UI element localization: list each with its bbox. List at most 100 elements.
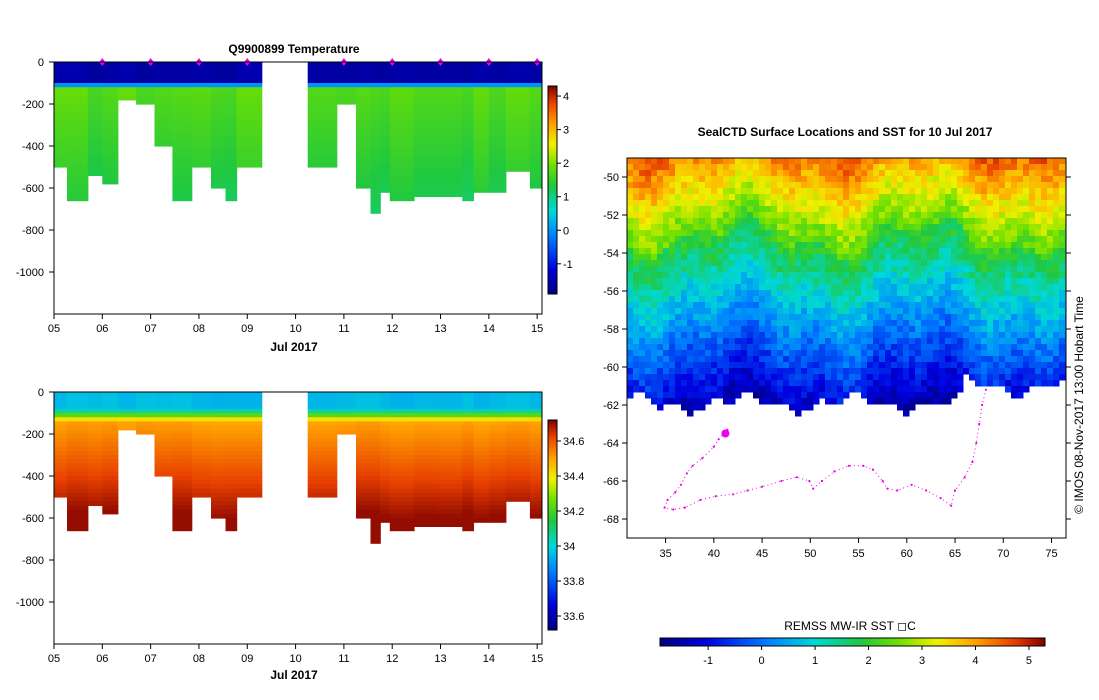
section-cell	[438, 522, 463, 527]
section-cell	[438, 421, 463, 427]
section-cell	[211, 400, 227, 406]
section-cell	[102, 446, 119, 452]
section-cell	[414, 179, 439, 185]
section-cell	[154, 438, 173, 443]
section-cell	[356, 83, 372, 88]
section-cell	[529, 509, 542, 515]
section-cell	[67, 413, 89, 418]
section-cell	[473, 112, 490, 118]
section-cell	[462, 116, 474, 122]
section-cell	[488, 421, 507, 427]
section-cell	[529, 480, 542, 485]
section-cell	[225, 74, 238, 80]
section-cell	[370, 87, 381, 92]
section-cell	[172, 434, 193, 439]
section-cell	[473, 459, 490, 464]
section-cell	[102, 104, 119, 109]
section-cell	[172, 87, 193, 92]
section-cell	[462, 188, 474, 193]
section-cell	[225, 162, 238, 168]
section-cell	[211, 450, 227, 456]
section-cell	[473, 442, 490, 448]
section-cell	[87, 116, 103, 122]
section-cell	[67, 175, 89, 181]
salinity-sections	[54, 392, 542, 544]
section-cell	[380, 129, 391, 134]
section-cell	[172, 446, 193, 452]
section-cell	[172, 167, 193, 172]
section-cell	[356, 116, 372, 122]
section-cell	[54, 74, 68, 80]
section-cell	[529, 133, 542, 139]
section-cell	[370, 392, 381, 397]
section-cell	[236, 463, 263, 469]
section-cell	[67, 488, 89, 494]
section-cell	[356, 120, 372, 126]
section-cell	[236, 442, 263, 448]
section-cell	[414, 501, 439, 506]
section-cell	[154, 66, 173, 71]
section-cell	[389, 133, 415, 139]
section-cell	[211, 66, 227, 71]
section-cell	[414, 467, 439, 473]
section-cell	[154, 104, 173, 109]
section-cell	[505, 125, 531, 130]
section-cell	[211, 476, 227, 481]
section-cell	[54, 425, 68, 431]
section-cell	[236, 74, 263, 80]
track-point	[780, 479, 783, 483]
section-cell	[211, 417, 227, 422]
section-cell	[414, 162, 439, 168]
section-cell	[67, 421, 89, 427]
section-cell	[414, 463, 439, 469]
section-cell	[529, 442, 542, 448]
section-cell	[505, 438, 531, 443]
section-cell	[414, 413, 439, 418]
section-cell	[389, 167, 415, 172]
track-point	[674, 491, 677, 494]
section-cell	[389, 125, 415, 130]
section-cell	[102, 162, 119, 168]
section-cell	[414, 87, 439, 92]
section-cell	[389, 421, 415, 427]
section-cell	[54, 480, 68, 485]
section-cell	[336, 421, 357, 427]
section-cell	[191, 463, 212, 469]
section-cell	[154, 404, 173, 410]
section-cell	[380, 476, 391, 481]
section-cell	[389, 137, 415, 143]
section-cell	[136, 408, 156, 414]
section-cell	[462, 497, 474, 502]
section-cell	[356, 87, 372, 92]
section-cell	[54, 471, 68, 477]
section-cell	[488, 137, 507, 143]
section-cell	[191, 162, 212, 168]
section-cell	[473, 497, 490, 502]
section-cell	[356, 133, 372, 139]
section-cell	[307, 66, 338, 71]
section-cell	[370, 396, 381, 401]
section-cell	[154, 450, 173, 456]
section-cell	[380, 446, 391, 452]
section-cell	[505, 141, 531, 147]
section-cell	[67, 522, 89, 527]
section-cell	[225, 467, 238, 473]
section-cell	[336, 87, 357, 92]
section-cell	[356, 434, 372, 439]
section-cell	[488, 66, 507, 71]
section-cell	[211, 104, 227, 109]
section-cell	[172, 429, 193, 435]
section-cell	[102, 171, 119, 176]
section-cell	[488, 413, 507, 418]
section-cell	[473, 108, 490, 113]
section-cell	[370, 463, 381, 469]
section-cell	[211, 141, 227, 147]
section-cell	[380, 509, 391, 515]
section-cell	[462, 518, 474, 523]
section-cell	[462, 513, 474, 519]
section-cell	[87, 404, 103, 410]
section-cell	[67, 78, 89, 84]
section-cell	[473, 429, 490, 435]
section-cell	[462, 471, 474, 477]
section-cell	[211, 87, 227, 92]
